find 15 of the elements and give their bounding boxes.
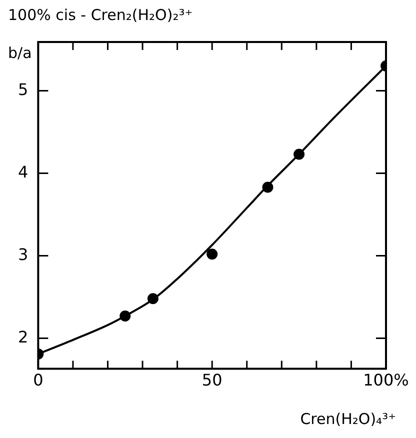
y-axis-title: b/a xyxy=(8,44,32,62)
x-tick-label: 50 xyxy=(202,370,222,390)
y-tick-label: 2 xyxy=(18,327,28,346)
point xyxy=(262,182,274,193)
x-tick-label: 0 xyxy=(33,370,44,390)
point xyxy=(206,248,218,260)
point xyxy=(147,293,158,304)
x-axis-title: Cren(H₂O)₄³⁺ xyxy=(300,410,396,428)
point xyxy=(294,148,305,160)
chart-title: 100% cis - Cren₂(H₂O)₂³⁺ xyxy=(8,6,193,24)
y-tick-label: 4 xyxy=(18,162,28,182)
y-tick-label: 5 xyxy=(18,80,28,99)
x-tick-label: 100% xyxy=(363,370,409,390)
point xyxy=(120,310,131,322)
y-tick-label: 3 xyxy=(18,244,28,264)
